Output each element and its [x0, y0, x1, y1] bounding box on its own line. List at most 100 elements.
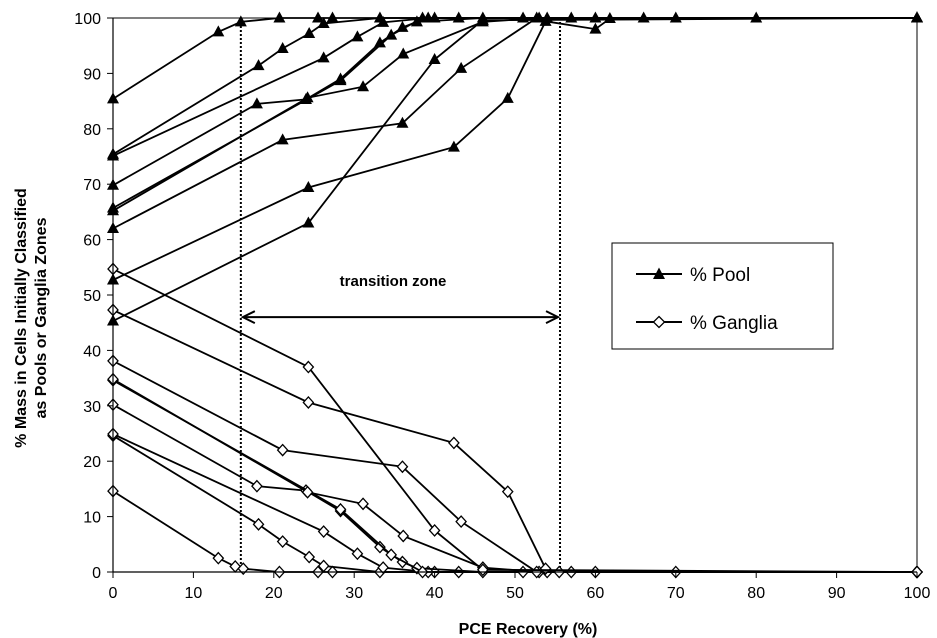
x-tick-label: 40 [426, 585, 444, 602]
data-point-triangle [476, 13, 489, 25]
y-tick-label: 50 [83, 288, 101, 305]
x-axis-title: PCE Recovery (%) [459, 621, 598, 638]
data-point-triangle [385, 28, 398, 40]
y-tick-label: 40 [83, 343, 101, 360]
data-point-diamond [351, 547, 364, 561]
arrow-right-icon [545, 310, 561, 325]
x-tick-label: 50 [506, 585, 524, 602]
data-point-diamond [501, 485, 514, 499]
transition-zone-guides [239, 18, 562, 572]
data-point-diamond [397, 529, 410, 543]
data-point-triangle [455, 61, 468, 73]
data-point-diamond [357, 497, 369, 511]
data-point-triangle [302, 181, 315, 193]
data-point-triangle [312, 11, 325, 23]
data-point-triangle [317, 17, 330, 29]
data-point-triangle [637, 11, 650, 23]
data-point-triangle [377, 15, 390, 27]
data-point-diamond [302, 396, 315, 409]
data-point-triangle [397, 47, 410, 59]
data-point-triangle [334, 74, 347, 86]
x-tick-label: 30 [345, 585, 363, 602]
y-axis-title-line-2: as Pools or Ganglia Zones [33, 217, 50, 418]
data-point-triangle [452, 11, 465, 23]
x-tick-label: 10 [185, 585, 203, 602]
y-tick-label: 0 [92, 565, 101, 582]
data-point-diamond [302, 360, 315, 374]
data-point-triangle [428, 53, 441, 65]
x-tick-label: 20 [265, 585, 283, 602]
x-tick-label: 80 [747, 585, 765, 602]
data-point-diamond [448, 436, 460, 450]
data-point-triangle [396, 20, 409, 32]
data-point-diamond [303, 550, 316, 564]
legend-ganglia-label: % Ganglia [690, 313, 778, 334]
data-point-diamond [301, 485, 314, 499]
legend-item-pool: % Pool [636, 265, 750, 286]
x-tick-label: 90 [828, 585, 846, 602]
legend-pool-label: % Pool [690, 265, 750, 286]
data-point-triangle [416, 11, 429, 23]
y-tick-label: 30 [83, 399, 101, 416]
data-point-diamond [317, 525, 330, 539]
data-point-diamond [374, 540, 386, 554]
legend-box [611, 242, 834, 350]
data-point-triangle [447, 140, 460, 152]
data-point-triangle [373, 36, 386, 48]
data-point-triangle [911, 11, 923, 23]
data-point-diamond [455, 515, 468, 529]
x-tick-label: 60 [587, 585, 605, 602]
data-point-triangle [357, 80, 370, 92]
data-point-diamond [251, 479, 263, 493]
y-tick-label: 80 [83, 122, 101, 139]
data-point-triangle [589, 11, 602, 23]
data-point-triangle [303, 27, 316, 39]
triangle-marker-icon [653, 267, 665, 279]
data-point-triangle [750, 11, 763, 23]
legend: % Pool % Ganglia [611, 242, 834, 350]
x-tick-label: 100 [904, 585, 931, 602]
data-point-diamond [396, 460, 409, 474]
diamond-marker-icon [652, 315, 666, 329]
transition-zone-label: transition zone [340, 273, 447, 290]
data-point-triangle [589, 22, 602, 34]
data-point-diamond [212, 551, 225, 565]
axes: 0 10 20 30 40 50 60 70 80 90 100 0 10 20 30 40 50 60 70 80 9… [74, 11, 930, 602]
data-point-diamond [252, 517, 265, 531]
data-point-triangle [301, 91, 314, 103]
data-point-triangle [276, 133, 289, 145]
data-point-triangle [250, 97, 263, 109]
data-point-triangle [317, 51, 330, 63]
data-point-diamond [276, 443, 289, 457]
data-point-diamond [334, 502, 347, 516]
data-point-triangle [396, 116, 409, 128]
series-pool [107, 11, 923, 326]
data-point-diamond [428, 523, 441, 537]
arrow-left-icon [240, 310, 256, 325]
data-point-diamond [377, 561, 390, 575]
data-point-triangle [252, 59, 265, 71]
x-tick-label: 70 [667, 585, 685, 602]
data-point-triangle [501, 91, 514, 103]
y-tick-label: 10 [83, 510, 101, 527]
y-tick-label: 20 [83, 454, 101, 471]
data-point-diamond [385, 548, 398, 562]
data-point-triangle [273, 11, 286, 23]
data-point-triangle [302, 216, 315, 228]
data-point-triangle [276, 41, 289, 53]
data-point-triangle [351, 30, 364, 42]
data-point-triangle [326, 11, 339, 23]
legend-item-ganglia: % Ganglia [636, 313, 778, 334]
y-tick-label: 90 [83, 66, 101, 83]
y-tick-label: 70 [83, 177, 101, 194]
y-tick-label: 60 [83, 233, 101, 250]
y-tick-label: 100 [74, 11, 101, 28]
data-point-triangle [565, 11, 578, 23]
y-axis-title-line-1: % Mass in Cells Initially Classified [13, 188, 30, 448]
data-point-diamond [276, 535, 289, 548]
data-point-triangle [212, 25, 225, 37]
data-point-triangle [234, 15, 247, 27]
data-point-triangle [669, 11, 682, 23]
x-tick-label: 0 [109, 585, 118, 602]
